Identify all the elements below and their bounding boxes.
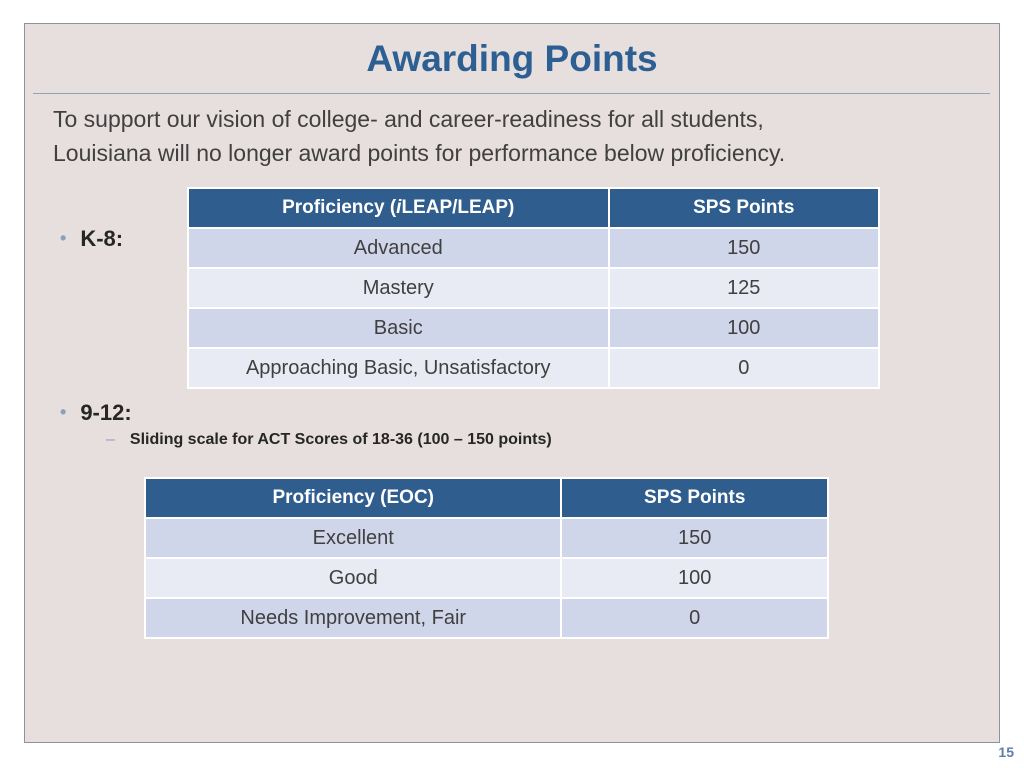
points-cell: 100 — [607, 307, 880, 349]
proficiency-cell: Good — [143, 557, 563, 599]
points-cell: 150 — [607, 227, 880, 269]
proficiency-cell: Advanced — [187, 227, 610, 269]
page-number: 15 — [998, 744, 1014, 760]
proficiency-cell: Needs Improvement, Fair — [143, 597, 563, 639]
points-cell: 0 — [560, 597, 829, 639]
sub-bullet-act: – Sliding scale for ACT Scores of 18-36 … — [106, 431, 552, 449]
proficiency-cell: Excellent — [143, 517, 563, 559]
table-row: Needs Improvement, Fair 0 — [143, 597, 829, 639]
proficiency-cell: Approaching Basic, Unsatisfactory — [187, 347, 610, 389]
points-cell: 150 — [560, 517, 829, 559]
bullet-dot-icon: • — [60, 402, 67, 422]
bullet-k8-label: K-8: — [80, 226, 124, 251]
slide-title: Awarding Points — [366, 38, 658, 79]
k8-proficiency-table: Proficiency (iLEAP/LEAP) SPS Points Adva… — [187, 187, 880, 389]
table-header-row: Proficiency (EOC) SPS Points — [143, 477, 829, 519]
table-row: Basic 100 — [187, 307, 880, 349]
eoc-proficiency-table: Proficiency (EOC) SPS Points Excellent 1… — [143, 477, 829, 639]
title-divider — [33, 93, 990, 94]
table-row: Advanced 150 — [187, 227, 880, 269]
header-proficiency: Proficiency (EOC) — [143, 477, 563, 519]
table-row: Excellent 150 — [143, 517, 829, 559]
table-row: Mastery 125 — [187, 267, 880, 309]
points-cell: 0 — [607, 347, 880, 389]
table-row: Approaching Basic, Unsatisfactory 0 — [187, 347, 880, 389]
points-cell: 125 — [607, 267, 880, 309]
table-row: Good 100 — [143, 557, 829, 599]
bullet-9-12: • 9-12: — [60, 400, 132, 426]
header-sps-points: SPS Points — [560, 477, 829, 519]
sub-bullet-text: Sliding scale for ACT Scores of 18-36 (1… — [129, 431, 552, 448]
bullet-9-12-label: 9-12: — [80, 400, 132, 425]
intro-line-1: To support our vision of college- and ca… — [53, 106, 764, 132]
proficiency-cell: Mastery — [187, 267, 610, 309]
bullet-k8: • K-8: — [60, 226, 123, 252]
proficiency-cell: Basic — [187, 307, 610, 349]
header-sps-points: SPS Points — [607, 187, 880, 229]
dash-icon: – — [106, 431, 115, 448]
header-proficiency: Proficiency (iLEAP/LEAP) — [187, 187, 610, 229]
bullet-dot-icon: • — [60, 228, 67, 248]
points-cell: 100 — [560, 557, 829, 599]
table-header-row: Proficiency (iLEAP/LEAP) SPS Points — [187, 187, 880, 229]
intro-text: To support our vision of college- and ca… — [53, 102, 973, 170]
intro-line-2: Louisiana will no longer award points fo… — [53, 140, 786, 166]
